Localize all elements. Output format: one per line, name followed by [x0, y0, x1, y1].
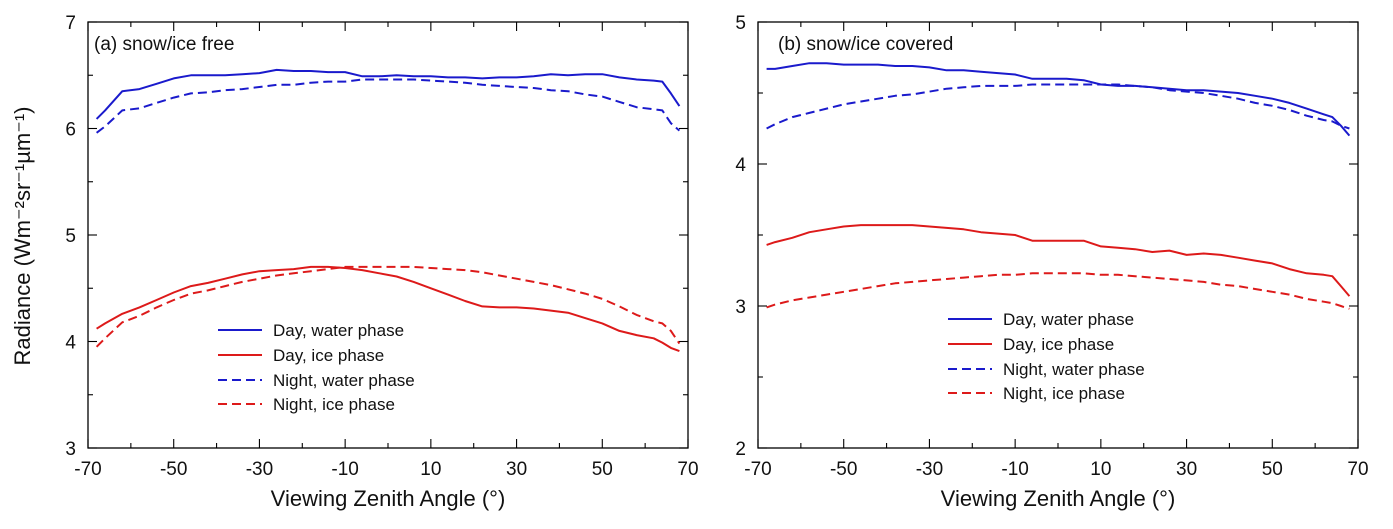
- x-tick-label: -30: [916, 459, 943, 480]
- panel-b-x-axis-label: Viewing Zenith Angle (°): [941, 486, 1176, 511]
- legend-label-day-water: Day, water phase: [273, 321, 404, 340]
- x-tick-label: -10: [331, 459, 358, 480]
- x-tick-label: -70: [74, 459, 101, 480]
- panel-a-frame: [87, 21, 689, 449]
- x-tick-label: 50: [1262, 459, 1283, 480]
- series-line-night-water-phase: [95, 78, 681, 134]
- y-tick-label: 2: [735, 439, 746, 460]
- y-tick-label: 3: [65, 439, 76, 460]
- panel-b-series: [766, 62, 1351, 310]
- panel-a-legend: Day, water phase Day, ice phase Night, w…: [218, 321, 415, 414]
- panel-b-title: (b) snow/ice covered: [778, 34, 953, 55]
- panel-a-series: [95, 68, 681, 353]
- x-tick-label: 10: [420, 459, 441, 480]
- y-tick-label: 5: [65, 226, 76, 247]
- y-tick-label: 7: [65, 13, 76, 34]
- panel-b-legend: Day, water phase Day, ice phase Night, w…: [948, 310, 1145, 403]
- y-tick-label: 4: [65, 333, 76, 354]
- series-line-day-water-phase: [766, 62, 1351, 137]
- x-tick-label: -10: [1001, 459, 1028, 480]
- x-tick-label: -50: [830, 459, 857, 480]
- panel-a: -70 -50 -30 -10 10 30 50 70 3 4 5 6 7 (a) snow/ice f…: [65, 13, 698, 511]
- x-tick-label: 30: [1176, 459, 1197, 480]
- panel-b-frame: [757, 21, 1359, 449]
- panel-b-ticks: -70 -50 -30 -10 10 30 50 70 2 3 4 5: [735, 13, 1368, 480]
- series-line-day-ice-phase: [766, 224, 1351, 297]
- series-line-night-water-phase: [766, 83, 1350, 130]
- legend-label-day-ice: Day, ice phase: [1003, 335, 1114, 354]
- x-tick-label: 70: [677, 459, 698, 480]
- x-tick-label: 50: [592, 459, 613, 480]
- x-tick-label: -30: [246, 459, 273, 480]
- x-tick-label: 30: [506, 459, 527, 480]
- y-axis-label: Radiance (Wm⁻²sr⁻¹µm⁻¹): [10, 107, 35, 366]
- legend-label-night-water: Night, water phase: [1003, 360, 1145, 379]
- series-line-day-water-phase: [95, 68, 681, 120]
- x-tick-label: -70: [744, 459, 771, 480]
- x-tick-label: 10: [1090, 459, 1111, 480]
- legend-label-night-ice: Night, ice phase: [273, 395, 395, 414]
- legend-label-day-ice: Day, ice phase: [273, 346, 384, 365]
- y-tick-label: 5: [735, 13, 746, 34]
- panel-a-x-axis-label: Viewing Zenith Angle (°): [271, 486, 506, 511]
- series-line-night-ice-phase: [766, 272, 1350, 310]
- legend-label-night-water: Night, water phase: [273, 371, 415, 390]
- x-tick-label: 70: [1347, 459, 1368, 480]
- panel-a-ticks: -70 -50 -30 -10 10 30 50 70 3 4 5 6 7: [65, 13, 698, 480]
- y-tick-label: 6: [65, 120, 76, 141]
- y-tick-label: 4: [735, 155, 746, 176]
- y-tick-label: 3: [735, 297, 746, 318]
- series-line-day-ice-phase: [96, 265, 680, 353]
- x-tick-label: -50: [160, 459, 187, 480]
- panel-b: -70 -50 -30 -10 10 30 50 70 2 3 4 5 (b) snow/ice co…: [735, 13, 1368, 511]
- panel-a-title: (a) snow/ice free: [94, 34, 234, 55]
- legend-label-day-water: Day, water phase: [1003, 310, 1134, 329]
- legend-label-night-ice: Night, ice phase: [1003, 384, 1125, 403]
